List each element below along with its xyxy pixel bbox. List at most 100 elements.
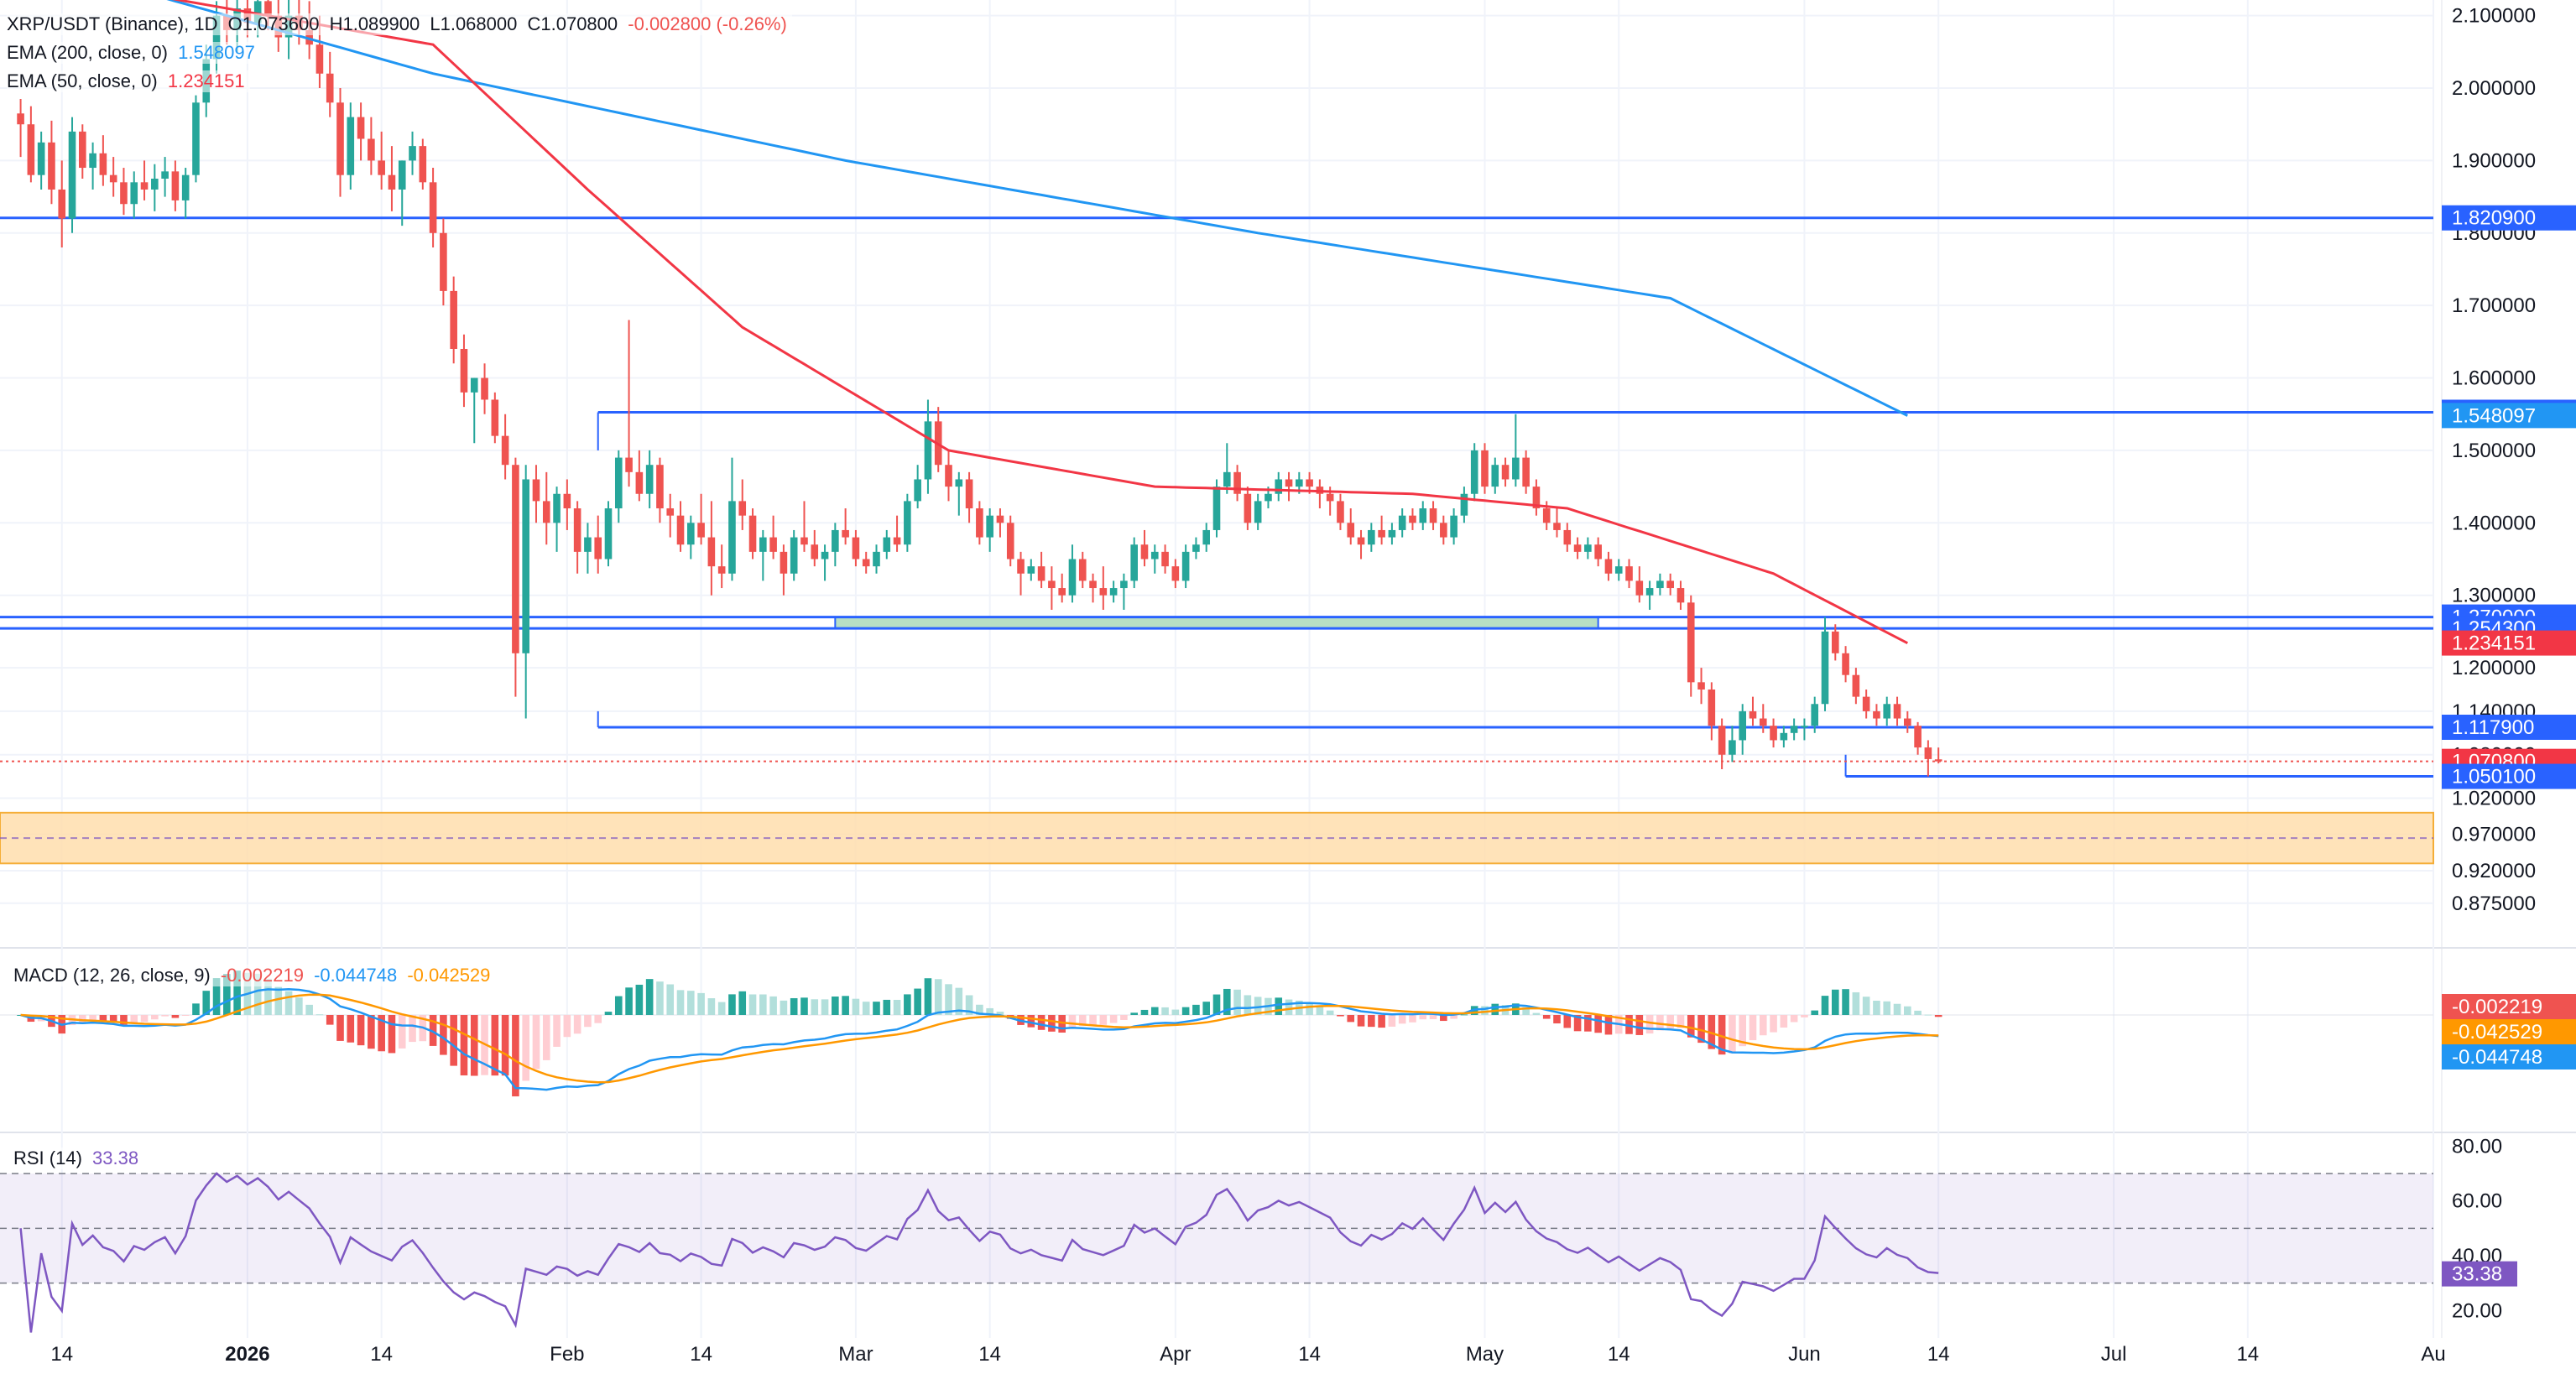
candle [728, 457, 736, 581]
candle-body [1306, 479, 1313, 487]
macd-histogram-bar [1645, 1015, 1654, 1034]
candle [1883, 696, 1891, 726]
candle-body [1831, 631, 1839, 653]
candle-body [1522, 457, 1530, 487]
x-tick-label: Jul [2101, 1343, 2127, 1366]
macd-histogram-bar [800, 997, 808, 1015]
candle [120, 168, 128, 216]
macd-histogram-bar [1181, 1007, 1190, 1015]
candle-body [790, 537, 798, 574]
price-label-box: 1.820900 [2442, 205, 2576, 231]
candle [1708, 682, 1716, 741]
macd-histogram-bar [1171, 1009, 1180, 1015]
candle-body [1811, 704, 1819, 726]
price-tick-label: 1.400000 [2452, 512, 2536, 534]
candle [1491, 457, 1499, 494]
candle-body [873, 551, 880, 567]
candle [934, 407, 942, 472]
candle [780, 544, 788, 596]
macd-histogram-bar [635, 984, 644, 1015]
rsi-value-text: 33.38 [2452, 1263, 2502, 1286]
candle [604, 501, 613, 567]
high-value: H1.089900 [329, 13, 420, 34]
candle [759, 529, 767, 581]
candle [821, 544, 829, 581]
candle [1099, 566, 1108, 610]
macd-histogram-bar [1852, 991, 1860, 1015]
candle [800, 501, 808, 552]
rsi-tick-label: 60.00 [2452, 1190, 2502, 1213]
candle-body [1563, 529, 1572, 545]
candle-body [1212, 487, 1221, 530]
macd-histogram-bar [821, 999, 829, 1015]
candle [1120, 573, 1128, 610]
candle-body [460, 348, 468, 393]
macd-histogram-bar [109, 1015, 117, 1023]
candle [965, 471, 973, 523]
macd-histogram-bar [553, 1015, 561, 1047]
candle [1749, 696, 1757, 726]
macd-histogram-bar [1450, 1015, 1457, 1019]
macd-histogram-bar [326, 1015, 334, 1025]
price-label-text: 1.820900 [2452, 207, 2536, 230]
candle [1429, 501, 1437, 530]
candle-body [738, 501, 747, 516]
candle-body [996, 515, 1004, 523]
macd-histogram-bar [976, 1004, 983, 1015]
candle-body [1873, 710, 1880, 719]
candle [99, 135, 107, 186]
candle-body [759, 537, 767, 552]
macd-histogram-bar [594, 1015, 602, 1023]
candle [645, 450, 654, 509]
candle [1347, 508, 1355, 545]
macd-histogram-bar [1532, 1012, 1541, 1015]
candle-body [955, 479, 963, 487]
candle [1223, 443, 1231, 494]
macd-histogram-bar [1378, 1015, 1385, 1028]
candle [1666, 573, 1674, 596]
candle [89, 142, 96, 190]
candle [893, 515, 901, 552]
macd-histogram-bar [1904, 1006, 1911, 1015]
macd-histogram-bar [914, 988, 921, 1015]
candle [1027, 559, 1035, 581]
macd-histogram-bar [1058, 1015, 1066, 1033]
candle-body [1244, 493, 1252, 523]
candle-body [48, 142, 55, 190]
price-label-text: 1.117900 [2452, 716, 2534, 739]
macd-histogram-bar [614, 996, 623, 1015]
candle-body [440, 232, 447, 291]
candle-body [501, 435, 509, 466]
candle-body [1656, 580, 1664, 589]
candle [1573, 537, 1582, 559]
candle-body [1625, 566, 1633, 581]
candle-body [388, 174, 396, 190]
macd-histogram-bar [883, 999, 891, 1015]
candle-body [573, 508, 581, 552]
x-tick-label: Jun [1788, 1343, 1821, 1366]
candle-body [1161, 551, 1169, 567]
macd-histogram-bar [305, 1004, 313, 1015]
candle-body [1501, 465, 1510, 480]
candle-body [491, 399, 499, 436]
candle-body [409, 146, 416, 161]
rsi-tick-label: 20.00 [2452, 1299, 2502, 1322]
price-tick-label: 1.700000 [2452, 294, 2536, 317]
candle-body [697, 523, 705, 538]
macd-histogram-bar [171, 1015, 180, 1018]
macd-histogram-bar [1233, 989, 1241, 1015]
macd-histogram-bar [347, 1015, 355, 1043]
candle [986, 508, 993, 552]
macd-histogram-bar [336, 1015, 344, 1041]
candle [594, 515, 602, 574]
price-label-box: 1.117900 [2442, 714, 2576, 740]
candle [852, 529, 860, 567]
macd-histogram-bar [522, 1015, 529, 1081]
candle-body [1676, 588, 1685, 603]
candle [996, 508, 1004, 538]
candle [1140, 529, 1149, 567]
candle [409, 131, 416, 175]
x-tick-label: Apr [1160, 1343, 1191, 1366]
candle [27, 106, 35, 183]
